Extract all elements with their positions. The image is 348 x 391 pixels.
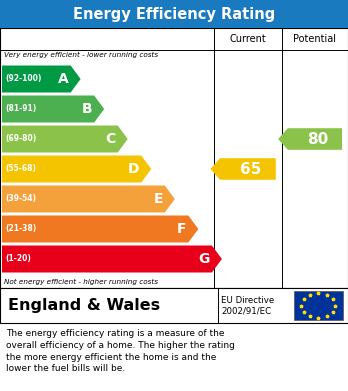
- Text: Not energy efficient - higher running costs: Not energy efficient - higher running co…: [4, 279, 158, 285]
- Polygon shape: [211, 158, 276, 180]
- Bar: [0, 28, 348, 288]
- Text: The energy efficiency rating is a measure of the
overall efficiency of a home. T: The energy efficiency rating is a measur…: [6, 329, 235, 373]
- Text: E: E: [153, 192, 163, 206]
- Polygon shape: [2, 66, 81, 93]
- Bar: [294, 291, 343, 320]
- Text: (21-38): (21-38): [5, 224, 36, 233]
- Polygon shape: [2, 215, 198, 242]
- Text: (81-91): (81-91): [5, 104, 36, 113]
- Text: EU Directive
2002/91/EC: EU Directive 2002/91/EC: [221, 296, 274, 315]
- Polygon shape: [2, 156, 151, 183]
- Polygon shape: [2, 126, 128, 152]
- Text: Energy Efficiency Rating: Energy Efficiency Rating: [73, 7, 275, 22]
- Text: (92-100): (92-100): [5, 75, 41, 84]
- Polygon shape: [2, 95, 104, 122]
- Text: (69-80): (69-80): [5, 135, 36, 143]
- Text: (1-20): (1-20): [5, 255, 31, 264]
- Polygon shape: [2, 185, 175, 212]
- Text: B: B: [81, 102, 92, 116]
- Text: Potential: Potential: [293, 34, 337, 44]
- Text: G: G: [198, 252, 210, 266]
- Bar: [0, 288, 348, 323]
- Text: 65: 65: [240, 161, 261, 176]
- Polygon shape: [278, 128, 342, 150]
- Text: D: D: [128, 162, 139, 176]
- Text: Current: Current: [230, 34, 266, 44]
- Text: C: C: [105, 132, 116, 146]
- Text: (39-54): (39-54): [5, 194, 36, 203]
- Text: England & Wales: England & Wales: [8, 298, 160, 313]
- Polygon shape: [2, 246, 222, 273]
- Text: Very energy efficient - lower running costs: Very energy efficient - lower running co…: [4, 52, 158, 58]
- Bar: [0, 0, 348, 28]
- Text: F: F: [177, 222, 186, 236]
- Text: (55-68): (55-68): [5, 165, 36, 174]
- Text: A: A: [58, 72, 69, 86]
- Text: 80: 80: [307, 131, 328, 147]
